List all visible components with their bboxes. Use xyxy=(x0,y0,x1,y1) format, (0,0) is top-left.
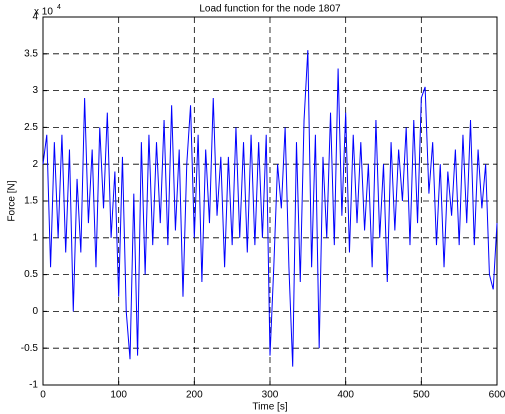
x-tick-label: 400 xyxy=(337,390,354,401)
y-multiplier: x 10 xyxy=(34,7,53,18)
x-tick-label: 0 xyxy=(40,390,46,401)
y-tick-label: 1 xyxy=(32,232,38,243)
x-tick-label: 200 xyxy=(186,390,203,401)
y-tick-label: 1.5 xyxy=(24,196,38,207)
data-line xyxy=(42,50,498,367)
y-tick-label: 0.5 xyxy=(24,269,38,280)
x-tick-label: 500 xyxy=(413,390,430,401)
y-tick-label: -1 xyxy=(29,380,38,391)
y-tick-label: 0 xyxy=(32,306,38,317)
x-tick-label: 600 xyxy=(489,390,505,401)
y-tick-label: 2.5 xyxy=(24,122,38,133)
y-tick-label: 2 xyxy=(32,159,38,170)
y-tick-label: -0.5 xyxy=(21,343,39,354)
y-tick-label: 4 xyxy=(32,12,38,23)
chart-title: Load function for the node 1807 xyxy=(199,4,341,15)
y-axis-label: Force [N] xyxy=(7,180,18,221)
y-tick-label: 3 xyxy=(32,85,38,96)
x-axis-label: Time [s] xyxy=(252,402,287,413)
y-multiplier-exponent: 4 xyxy=(57,4,61,11)
y-tick-label: 3.5 xyxy=(24,48,38,59)
plot-frame xyxy=(42,16,498,386)
x-tick-label: 100 xyxy=(110,390,127,401)
x-tick-label: 300 xyxy=(262,390,279,401)
